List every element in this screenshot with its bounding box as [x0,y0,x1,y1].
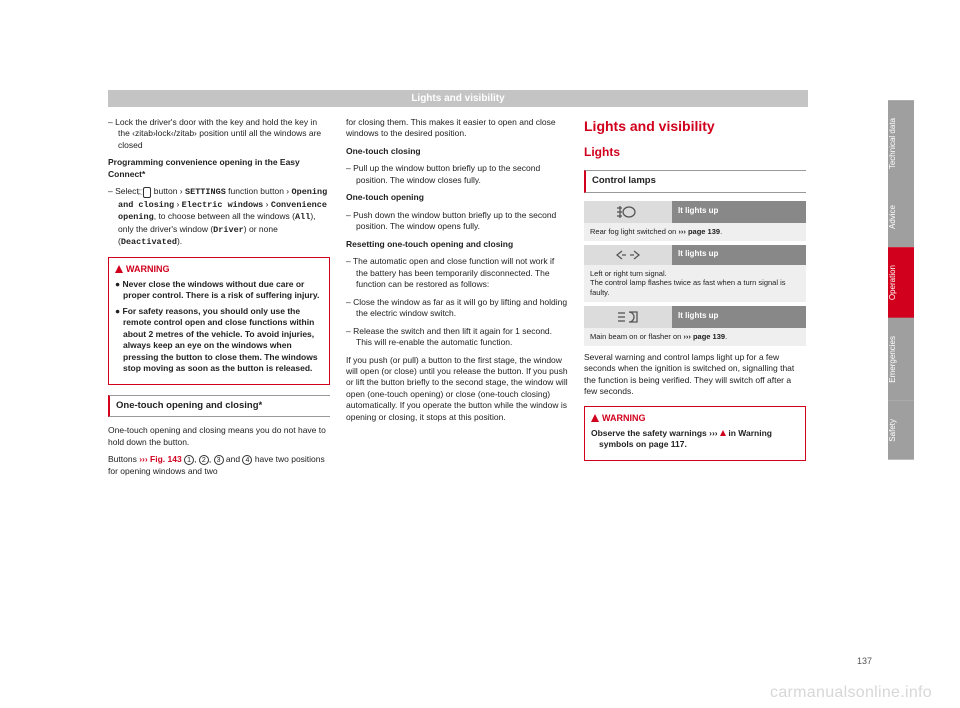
warning-item: ● Never close the windows without due ca… [115,279,323,302]
body-text: for closing them. This makes it easier t… [346,117,568,140]
chapter-title: Lights and visibility [584,117,806,136]
text: ). [177,236,182,246]
warning-item: ● For safety reasons, you should only us… [115,306,323,375]
menu-path: Electric windows [182,200,264,210]
lamp-description: Left or right turn signal. The control l… [584,265,806,302]
text: Observe the safety warnings [591,428,709,438]
body-text: Several warning and control lamps light … [584,352,806,398]
turn-signal-icon [584,245,672,265]
body-text: – Pull up the window button briefly up t… [346,163,568,186]
paragraph-heading: Resetting one-touch opening and closing [346,239,568,250]
subsection-heading: One-touch opening and closing* [108,395,330,418]
warning-label: WARNING [602,412,646,424]
cross-reference: ››› Fig. 143 [139,454,182,464]
text: Rear fog light switched on [590,227,678,236]
tab-advice[interactable]: Advice [888,187,914,247]
callout-number: 4 [242,455,252,465]
three-column-layout: – Lock the driver's door with the key an… [108,117,808,483]
column-2: for closing them. This makes it easier t… [346,117,568,483]
section-title: Lights [584,144,806,160]
lamp-status: It lights up [672,245,806,265]
tab-operation[interactable]: Operation [888,247,914,318]
body-text: One-touch opening and closing means you … [108,425,330,448]
tab-emergencies[interactable]: Emergencies [888,318,914,401]
page-number: 137 [857,656,872,666]
text: › [174,199,182,209]
watermark: carmanualsonline.info [770,684,932,702]
text: Main beam on or flasher on [590,332,683,341]
lamp-status: It lights up [672,306,806,328]
text: , to choose between all the windows ( [154,211,295,221]
control-lamp-row: It lights up [584,245,806,265]
option: Driver [213,225,244,235]
body-text: – Select: ⬚ button › SETTINGS function b… [108,186,330,248]
menu-path: SETTINGS [185,187,226,197]
paragraph-heading: One-touch closing [346,146,568,157]
page-content: Lights and visibility – Lock the driver'… [0,0,880,507]
tab-technical-data[interactable]: Technical data [888,100,914,187]
paragraph-heading: One-touch opening [346,192,568,203]
warning-triangle-icon [720,430,726,436]
rear-fog-light-icon [584,201,672,223]
callout-number: 2 [199,455,209,465]
warning-title: WARNING [591,412,799,424]
warning-label: WARNING [126,263,170,275]
callout-number: 1 [184,455,194,465]
option: All [295,212,310,222]
side-tabs: Technical data Advice Operation Emergenc… [888,100,914,460]
body-text: – Lock the driver's door with the key an… [108,117,330,151]
control-lamp-row: It lights up [584,201,806,223]
column-1: – Lock the driver's door with the key an… [108,117,330,483]
main-beam-icon [584,306,672,328]
control-lamp-row: It lights up [584,306,806,328]
body-text: – Release the switch and then lift it ag… [346,326,568,349]
warning-box: WARNING Observe the safety warnings ››› … [584,406,806,461]
warning-triangle-icon [115,265,123,273]
subsection-heading: Control lamps [584,170,806,193]
text: Buttons [108,454,139,464]
warning-box: WARNING ● Never close the windows withou… [108,257,330,385]
option: Deactivated [121,237,177,247]
text: button › [151,186,185,196]
column-3: Lights and visibility Lights Control lam… [584,117,806,483]
warning-item: Observe the safety warnings ››› in Warni… [591,428,799,451]
body-text: – Close the window as far as it will go … [346,297,568,320]
cross-reference: ››› page 139 [678,227,720,236]
callout-number: 3 [214,455,224,465]
body-text: – The automatic open and close function … [346,256,568,290]
section-header: Lights and visibility [108,90,808,107]
text: . [725,332,727,341]
lamp-status: It lights up [672,201,806,223]
body-text: – Push down the window button briefly up… [346,210,568,233]
cross-reference: ››› [709,428,718,438]
body-text: Buttons ››› Fig. 143 1, 2, 3 and 4 have … [108,454,330,477]
warning-title: WARNING [115,263,323,275]
text: . [720,227,722,236]
tab-safety[interactable]: Safety [888,401,914,460]
text: › [263,199,271,209]
paragraph-heading: Programming convenience opening in the E… [108,157,330,180]
text: function button › [226,186,292,196]
lamp-description: Rear fog light switched on ››› page 139. [584,223,806,241]
lamp-description: Main beam on or flasher on ››› page 139. [584,328,806,346]
cross-reference: ››› page 139 [683,332,725,341]
body-text: If you push (or pull) a button to the fi… [346,355,568,424]
warning-triangle-icon [591,414,599,422]
